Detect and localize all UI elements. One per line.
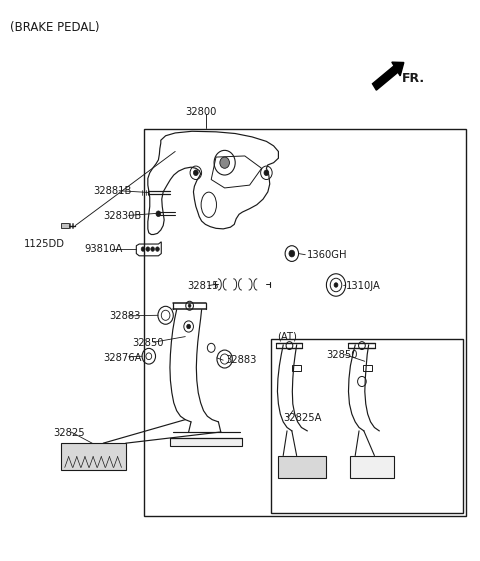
Text: 1360GH: 1360GH	[307, 250, 348, 260]
Circle shape	[289, 250, 295, 257]
Bar	[61, 443, 126, 470]
Circle shape	[151, 247, 155, 251]
Circle shape	[264, 170, 269, 176]
Circle shape	[141, 247, 145, 251]
Bar	[363, 365, 372, 371]
Circle shape	[220, 157, 229, 168]
Text: 32815: 32815	[187, 281, 219, 291]
Text: 32850: 32850	[326, 350, 358, 360]
Circle shape	[156, 211, 161, 217]
Text: 32876A: 32876A	[103, 353, 142, 363]
Text: 32825: 32825	[53, 428, 84, 438]
FancyArrow shape	[372, 62, 404, 90]
Text: (BRAKE PEDAL): (BRAKE PEDAL)	[10, 21, 99, 34]
Text: 32830B: 32830B	[103, 211, 142, 221]
Polygon shape	[170, 438, 242, 446]
Text: 93810A: 93810A	[84, 244, 122, 254]
Circle shape	[193, 170, 198, 176]
Circle shape	[156, 247, 159, 251]
Text: 1125DD: 1125DD	[24, 239, 65, 249]
Text: 32883: 32883	[226, 355, 257, 365]
Circle shape	[187, 324, 191, 329]
Bar	[271, 339, 463, 513]
Circle shape	[334, 283, 338, 287]
Text: 32881B: 32881B	[94, 186, 132, 196]
Text: 32883: 32883	[109, 311, 141, 321]
Circle shape	[188, 304, 191, 307]
Bar	[292, 365, 301, 371]
Text: FR.: FR.	[402, 72, 425, 85]
Bar	[350, 456, 394, 478]
Text: 32850: 32850	[132, 338, 164, 348]
Text: (AT): (AT)	[277, 332, 297, 342]
Text: 1310JA: 1310JA	[346, 281, 381, 291]
Bar	[144, 129, 466, 516]
Text: 32825A: 32825A	[283, 413, 322, 423]
Bar	[61, 223, 69, 228]
Bar	[278, 456, 326, 478]
Circle shape	[146, 247, 150, 251]
Text: 32800: 32800	[185, 107, 216, 117]
